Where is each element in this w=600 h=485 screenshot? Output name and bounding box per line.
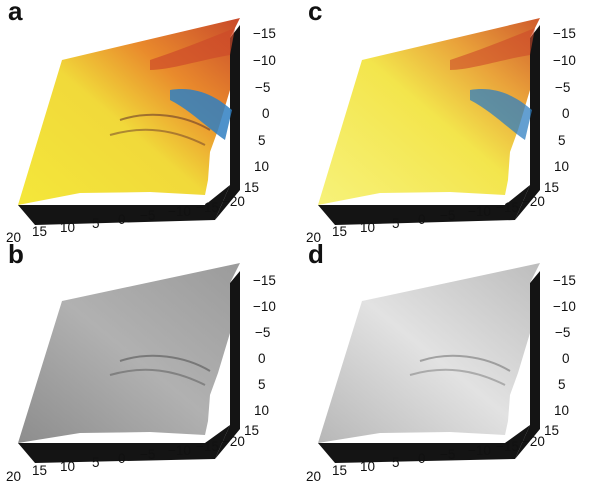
x-tick: 15 (32, 224, 47, 239)
x-tick: 10 (60, 220, 75, 235)
x-tick: −20 (522, 194, 545, 209)
x-tick: −15 (196, 200, 219, 215)
x-tick: 0 (118, 451, 126, 466)
x-tick: 15 (32, 463, 47, 478)
y-tick: 5 (258, 377, 266, 392)
panel-label: b (8, 239, 24, 269)
y-tick: −5 (555, 325, 570, 340)
y-tick: 5 (558, 377, 566, 392)
y-tick: 10 (554, 403, 569, 418)
y-tick: 5 (558, 133, 566, 148)
panel-label: c (308, 0, 323, 26)
x-tick: 5 (92, 455, 100, 470)
y-tick: 15 (544, 423, 559, 438)
x-tick: 15 (332, 224, 347, 239)
surface-render: −15 −10 −5 0 5 10 15 20 15 10 5 0 −5 −10… (6, 263, 276, 484)
y-tick: −10 (253, 53, 276, 68)
y-tick: 0 (562, 351, 570, 366)
x-tick: 20 (6, 469, 21, 484)
y-tick: 0 (258, 351, 266, 366)
x-tick: −15 (496, 200, 519, 215)
panel-b: b −15 −10 −5 0 5 10 15 20 15 10 5 0 −5 −… (0, 239, 300, 485)
y-tick: −15 (553, 26, 576, 41)
y-tick: 15 (244, 423, 259, 438)
surface-render: −15 −10 −5 0 5 10 15 20 15 10 5 0 −5 −10… (306, 18, 576, 245)
y-tick: −15 (253, 273, 276, 288)
x-tick: 0 (118, 212, 126, 227)
y-tick: 5 (258, 133, 266, 148)
y-tick: −5 (255, 80, 270, 95)
y-tick: −10 (553, 299, 576, 314)
panel-a: a −15 −10 −5 0 5 10 15 20 15 10 5 0 −5 −… (0, 0, 300, 245)
x-tick: −5 (440, 208, 455, 223)
y-tick: 0 (262, 106, 270, 121)
surface-render: −15 −10 −5 0 5 10 15 20 15 10 5 0 −5 −10… (306, 263, 576, 484)
y-tick: 10 (254, 403, 269, 418)
x-tick: −20 (522, 434, 545, 449)
depth-side (18, 185, 230, 225)
blue-region (170, 89, 232, 140)
x-tick: −10 (468, 204, 491, 219)
x-tick: 10 (360, 459, 375, 474)
x-tick: −15 (196, 439, 219, 454)
x-tick: −10 (168, 204, 191, 219)
x-tick: 5 (92, 216, 100, 231)
x-tick: 20 (6, 230, 21, 245)
x-tick: −20 (222, 434, 245, 449)
y-tick: 10 (254, 159, 269, 174)
depth-side-right (215, 25, 240, 220)
x-tick: −5 (140, 208, 155, 223)
x-tick: 10 (360, 220, 375, 235)
panel-label: a (8, 0, 23, 26)
surface-render: −15 −10 −5 0 5 10 15 20 15 10 5 0 −5 −10… (6, 18, 276, 245)
x-tick: −5 (140, 447, 155, 462)
panel-d: d −15 −10 −5 0 5 10 15 20 15 10 5 0 −5 −… (300, 239, 600, 485)
x-tick: −5 (440, 447, 455, 462)
x-tick: 15 (332, 463, 347, 478)
x-tick: 0 (418, 212, 426, 227)
x-tick: 5 (392, 455, 400, 470)
x-tick: 10 (60, 459, 75, 474)
y-tick: −5 (255, 325, 270, 340)
y-tick: −15 (553, 273, 576, 288)
y-tick: −10 (553, 53, 576, 68)
x-tick: 20 (306, 230, 321, 245)
x-tick: 20 (306, 469, 321, 484)
x-tick: −15 (496, 439, 519, 454)
y-tick: −15 (253, 26, 276, 41)
x-tick: 0 (418, 451, 426, 466)
panel-label: d (308, 239, 324, 269)
x-tick: −10 (468, 443, 491, 458)
y-tick: −5 (555, 80, 570, 95)
surface (18, 263, 240, 443)
y-tick: 15 (244, 180, 259, 195)
y-tick: 0 (562, 106, 570, 121)
surface (318, 263, 540, 443)
y-tick: 10 (554, 159, 569, 174)
x-tick: −10 (168, 443, 191, 458)
panel-c: c −15 −10 −5 0 5 10 15 20 15 10 5 0 −5 −… (300, 0, 600, 245)
y-tick: −10 (253, 299, 276, 314)
x-tick: −20 (222, 194, 245, 209)
y-tick: 15 (544, 180, 559, 195)
x-tick: 5 (392, 216, 400, 231)
red-region (150, 28, 235, 70)
